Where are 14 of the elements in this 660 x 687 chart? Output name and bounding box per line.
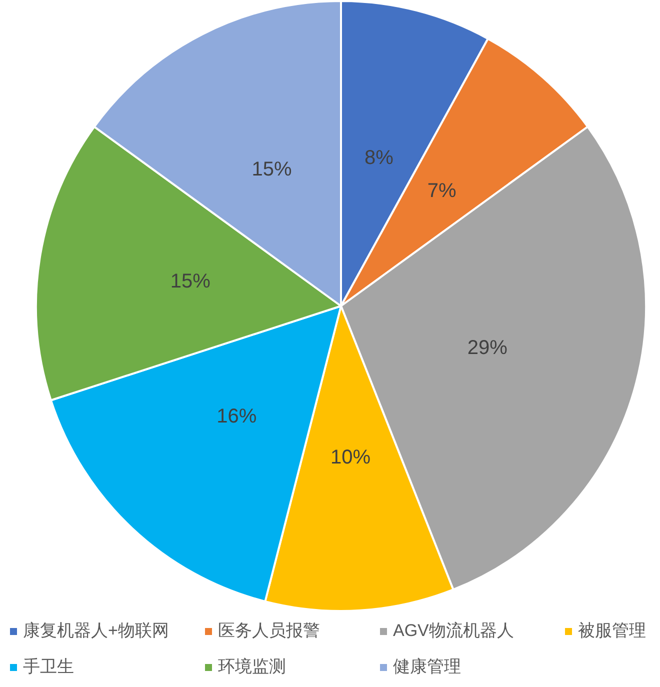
data-label: 15% bbox=[170, 270, 211, 293]
legend-label: 康复机器人+物联网 bbox=[23, 620, 169, 642]
data-label: 15% bbox=[252, 158, 292, 181]
legend-label: 环境监测 bbox=[218, 656, 286, 678]
legend-label: 健康管理 bbox=[393, 656, 461, 678]
data-label: 7% bbox=[427, 180, 457, 202]
data-label: 29% bbox=[467, 337, 508, 360]
legend-label: 被服管理 bbox=[578, 620, 646, 642]
legend-label: AGV物流机器人 bbox=[393, 620, 514, 642]
legend-label: 手卫生 bbox=[23, 656, 74, 678]
data-label: 10% bbox=[330, 446, 371, 469]
data-label: 16% bbox=[216, 406, 257, 428]
legend-label: 医务人员报警 bbox=[218, 620, 320, 642]
data-label: 8% bbox=[364, 146, 394, 169]
